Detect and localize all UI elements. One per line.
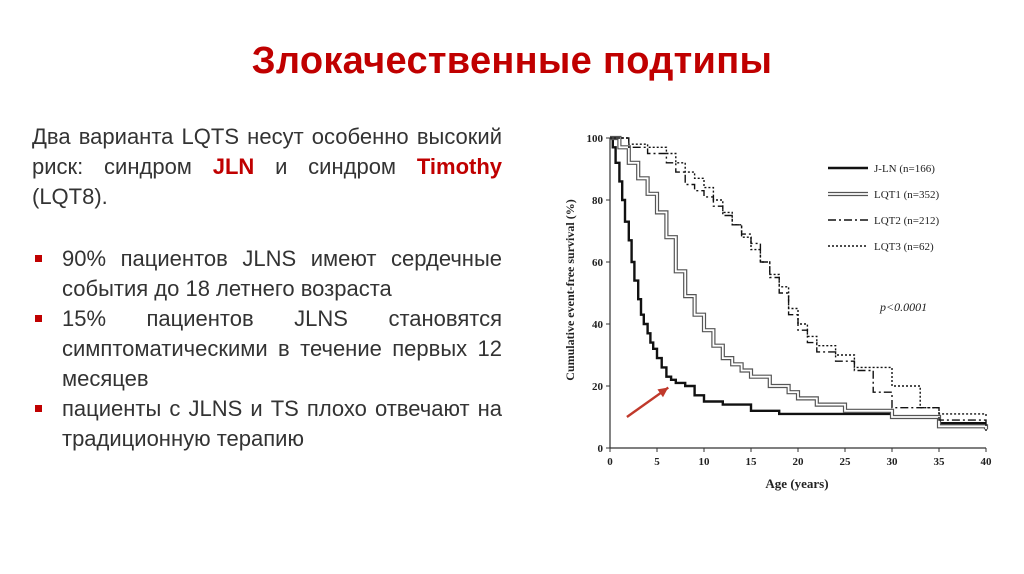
series-line-2-inner <box>610 137 987 430</box>
y-tick-label: 0 <box>598 443 604 455</box>
square-bullet-icon <box>35 315 42 322</box>
bullet-text: 15% пациентов JLNS становятся симптомати… <box>62 306 502 391</box>
legend-entry: LQT3 (n=62) <box>874 241 934 253</box>
intro-paragraph: Два варианта LQTS несут особенно высокий… <box>32 122 502 212</box>
bullet-item: 15% пациентов JLNS становятся симптомати… <box>32 304 502 394</box>
legend-entry: J-LN (n=166) <box>874 163 935 175</box>
series-line-2 <box>610 135 989 430</box>
jln-highlight: JLN <box>212 154 255 179</box>
bullet-list: 90% пациентов JLNS имеют сердечные событ… <box>32 244 502 454</box>
intro-text-3: (LQT8). <box>32 184 108 209</box>
x-tick-label: 35 <box>934 456 946 468</box>
y-axis-label: Cumulative event-free survival (%) <box>563 199 577 380</box>
y-tick-label: 40 <box>592 319 604 331</box>
bullet-text: 90% пациентов JLNS имеют сердечные событ… <box>62 246 502 301</box>
bullet-item: 90% пациентов JLNS имеют сердечные событ… <box>32 244 502 304</box>
series-line-1 <box>610 136 986 425</box>
survival-chart-svg: 0 5 10 15 20 25 30 35 40 0 20 40 60 80 100 J-LN (n=166… <box>563 133 993 491</box>
timothy-highlight: Timothy <box>416 154 503 179</box>
bullet-text: пациенты с JLNS и TS плохо отвечают на т… <box>62 396 502 451</box>
x-tick-label: 15 <box>746 456 758 468</box>
red-arrowhead-icon <box>657 387 669 398</box>
intro-text-2: и синдром <box>254 154 417 179</box>
text-block: Два варианта LQTS несут особенно высокий… <box>32 122 502 454</box>
slide-title: Злокачественные подтипы <box>251 40 773 82</box>
series-line-3 <box>610 137 987 433</box>
p-value-annotation: p<0.0001 <box>879 300 927 314</box>
intro-text-1: Два варианта LQTS несут особенно высокий… <box>32 124 502 179</box>
legend-entry: LQT1 (n=352) <box>874 189 939 201</box>
x-tick-label: 10 <box>699 456 711 468</box>
x-tick-label: 0 <box>607 456 613 468</box>
x-axis-label: Age (years) <box>765 476 828 491</box>
y-tick-label: 20 <box>592 381 604 393</box>
square-bullet-icon <box>35 405 42 412</box>
survival-chart: 0 5 10 15 20 25 30 35 40 0 20 40 60 80 100 J-LN (n=166… <box>560 124 1000 504</box>
bullet-item: пациенты с JLNS и TS плохо отвечают на т… <box>32 394 502 454</box>
x-tick-label: 30 <box>887 456 899 468</box>
x-tick-label: 5 <box>654 456 660 468</box>
x-tick-label: 40 <box>981 456 993 468</box>
x-tick-label: 20 <box>793 456 805 468</box>
square-bullet-icon <box>35 255 42 262</box>
y-tick-label: 100 <box>587 133 604 145</box>
y-tick-label: 80 <box>592 195 604 207</box>
y-tick-label: 60 <box>592 257 604 269</box>
legend-entry: LQT2 (n=212) <box>874 215 939 227</box>
x-tick-label: 25 <box>840 456 852 468</box>
